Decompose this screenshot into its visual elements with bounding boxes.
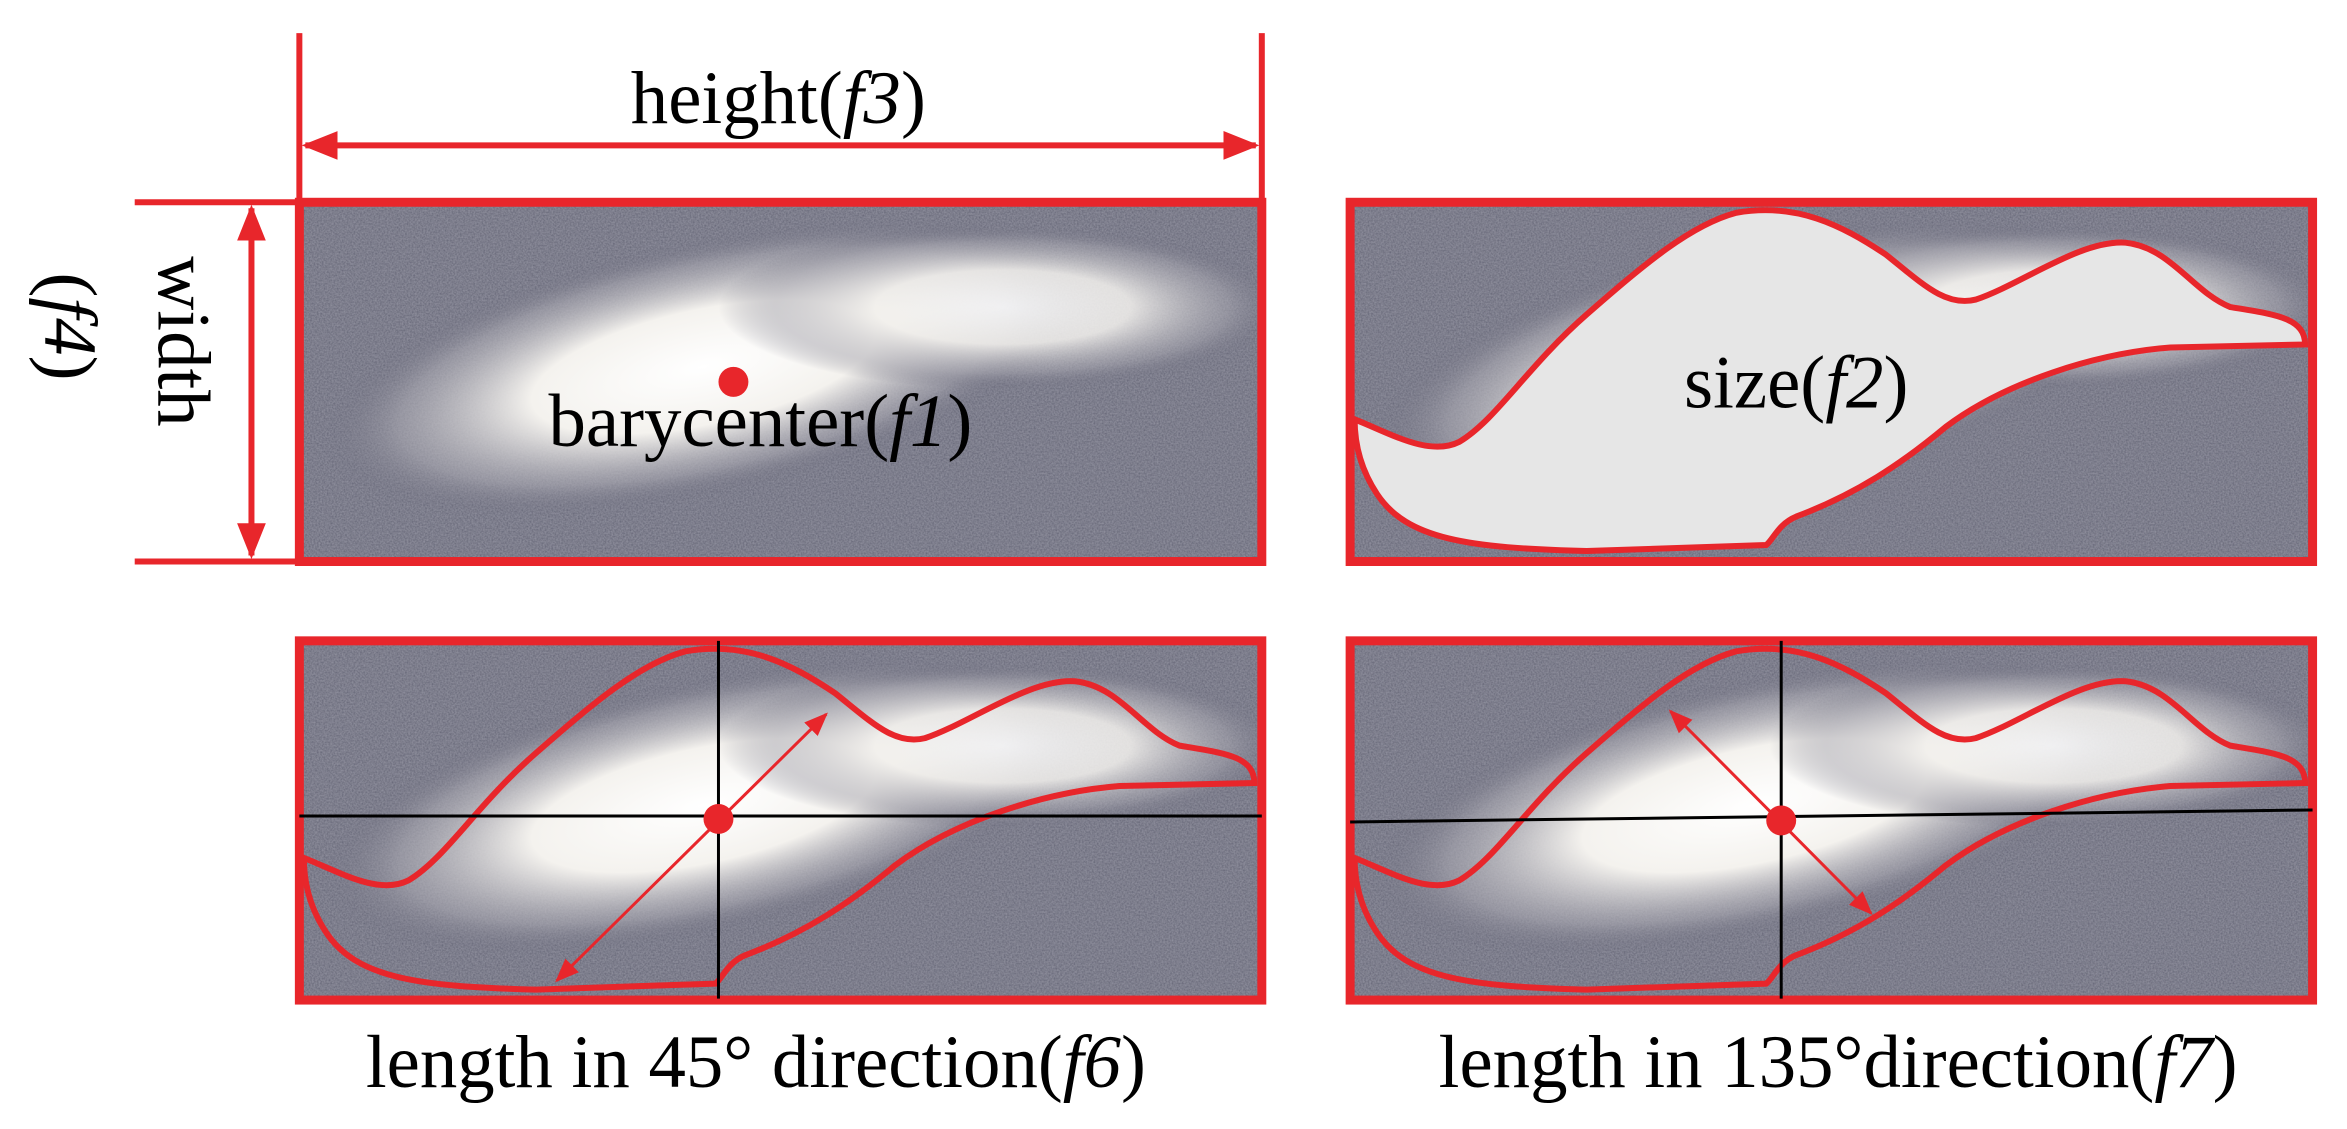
- size-label: size(f2): [1684, 341, 1908, 424]
- panel-border: [294, 636, 1267, 1005]
- width-label: width: [142, 256, 225, 426]
- label-text: ): [1883, 341, 1908, 424]
- image-panel: [296, 600, 1287, 1011]
- label-text: length in 135°direction(: [1439, 1021, 2155, 1104]
- length-arrow: [555, 712, 828, 983]
- label-text: ): [1121, 1021, 1146, 1104]
- label-italic: f7: [2154, 1021, 2215, 1104]
- panel-border: [294, 197, 1267, 566]
- width-label-code: (f4): [28, 272, 111, 380]
- barycenter-dot: [718, 366, 749, 397]
- panel-border: [1345, 197, 2318, 566]
- label-text: size(: [1684, 341, 1825, 424]
- length45-label: length in 45° direction(f6): [366, 1021, 1146, 1104]
- label-text: ): [2213, 1021, 2238, 1104]
- label-text: barycenter(: [548, 380, 889, 463]
- label-text: (: [28, 272, 111, 297]
- barycenter-label: barycenter(f1): [548, 380, 972, 463]
- height-label: height(f3): [631, 57, 926, 140]
- barycenter-dot: [1766, 805, 1797, 836]
- label-text: length in 45° direction(: [366, 1021, 1063, 1104]
- length135-label: length in 135°direction(f7): [1439, 1021, 2238, 1104]
- image-panel: [296, 162, 1287, 573]
- barycenter-dot: [703, 803, 734, 834]
- label-italic: f4: [28, 297, 111, 355]
- label-italic: f2: [1825, 341, 1883, 424]
- label-text: ): [28, 356, 111, 381]
- label-text: height(: [631, 57, 843, 140]
- label-text: ): [947, 380, 972, 463]
- image-panel: [1347, 600, 2338, 1011]
- label-italic: f1: [889, 380, 947, 463]
- label-text: ): [901, 57, 926, 140]
- label-italic: f3: [843, 57, 901, 140]
- label-italic: f6: [1063, 1021, 1122, 1104]
